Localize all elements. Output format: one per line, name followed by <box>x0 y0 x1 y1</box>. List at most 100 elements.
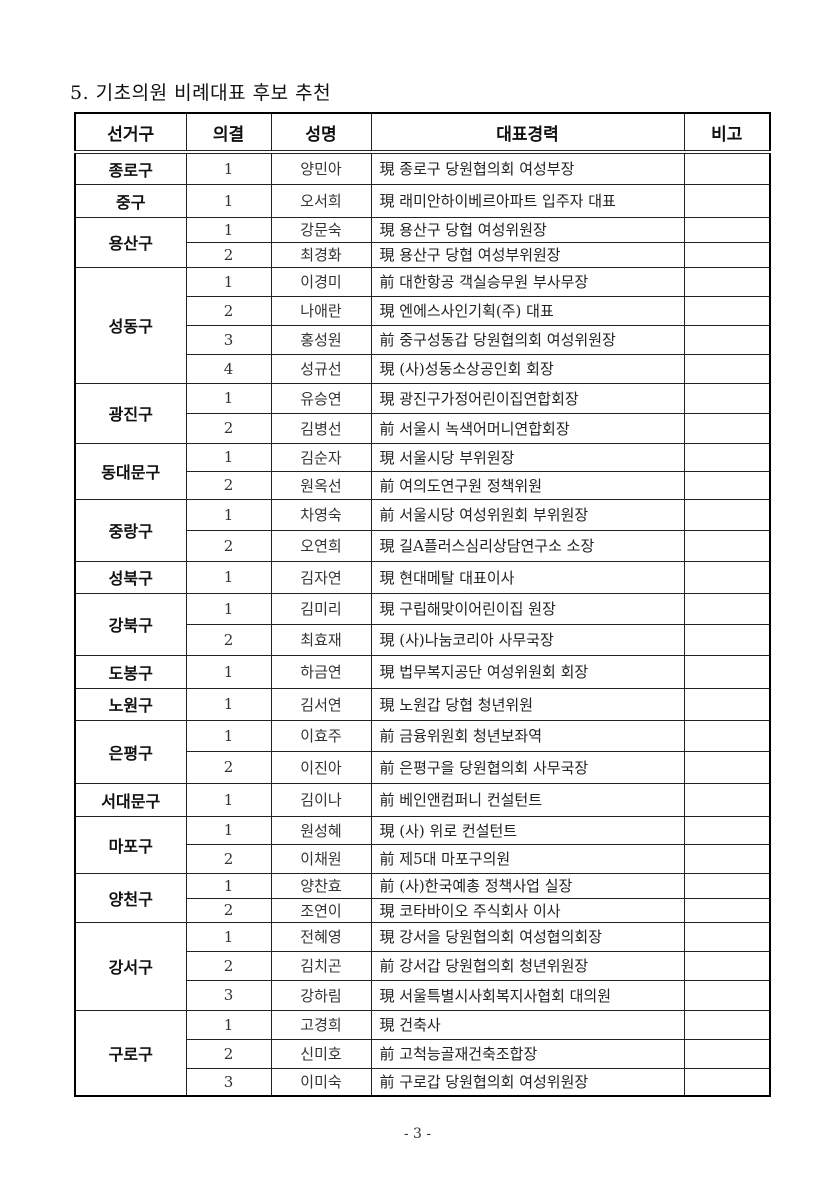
order-cell: 4 <box>185 353 272 384</box>
header-order: 의결 <box>185 112 272 154</box>
order-cell: 1 <box>185 442 272 472</box>
order-cell: 2 <box>185 470 272 500</box>
career-cell: 現 현대메탈 대표이사 <box>370 560 685 594</box>
name-cell: 오서희 <box>270 183 372 218</box>
name-cell: 이진아 <box>270 750 372 784</box>
note-cell <box>683 592 771 625</box>
district-cell: 용산구 <box>74 216 187 268</box>
table-row: 동대문구 1 김순자 現 서울시당 부위원장 <box>74 442 771 500</box>
name-cell: 강문숙 <box>270 216 372 243</box>
career-cell: 前 대한항공 객실승무원 부사무장 <box>370 266 685 297</box>
note-cell <box>683 470 771 500</box>
district-cell: 중구 <box>74 183 187 218</box>
district-cell: 마포구 <box>74 815 187 874</box>
name-cell: 최경화 <box>270 241 372 268</box>
order-cell: 1 <box>185 498 272 531</box>
note-cell <box>683 412 771 444</box>
note-cell <box>683 1038 771 1069</box>
note-cell <box>683 498 771 531</box>
table-row: 광진구 1 유승연 現 광진구가정어린이집연합회장 <box>74 382 771 444</box>
district-cell: 강북구 <box>74 592 187 656</box>
table-row: 3 이미숙 前 구로갑 당원협의회 여성위원장 <box>75 1067 771 1097</box>
table-header-row: 선거구 의결 성명 대표경력 비고 <box>74 112 771 154</box>
note-cell <box>683 921 771 952</box>
order-cell: 2 <box>185 750 272 784</box>
district-cell: 종로구 <box>74 151 187 185</box>
table-row: 2 김치곤 前 강서갑 당원협의회 청년위원장 <box>75 950 771 981</box>
order-cell: 2 <box>185 623 272 656</box>
header-name: 성명 <box>270 112 372 154</box>
district-cell: 광진구 <box>74 382 187 444</box>
career-cell: 前 은평구을 당원협의회 사무국장 <box>370 750 685 784</box>
career-cell: 現 노원갑 당협 청년위원 <box>370 687 685 721</box>
order-cell: 1 <box>185 921 272 952</box>
table-row: 중구 1 오서희 現 래미안하이베르아파트 입주자 대표 <box>74 183 771 218</box>
table-row: 노원구 1 김서연 現 노원갑 당협 청년위원 <box>74 687 771 721</box>
order-cell: 2 <box>185 295 272 326</box>
career-cell: 現 용산구 당협 여성위원장 <box>370 216 685 243</box>
table-row: 중랑구 1 차영숙 前 서울시당 여성위원회 부위원장 <box>74 498 771 562</box>
order-cell: 2 <box>185 529 272 562</box>
table-row: 2 이채원 前 제5대 마포구의원 <box>75 843 771 874</box>
order-cell: 1 <box>185 151 272 185</box>
header-career: 대표경력 <box>370 112 685 154</box>
order-cell: 1 <box>185 266 272 297</box>
career-cell: 前 강서갑 당원협의회 청년위원장 <box>370 950 685 981</box>
table-row: 2 조연이 現 코타바이오 주식회사 이사 <box>75 897 771 923</box>
note-cell <box>683 324 771 355</box>
career-cell: 現 건축사 <box>370 1009 685 1040</box>
career-cell: 前 금융위원회 청년보좌역 <box>370 719 685 752</box>
district-cell: 양천구 <box>74 872 187 923</box>
order-cell: 3 <box>185 979 272 1011</box>
order-cell: 1 <box>185 719 272 752</box>
name-cell: 이경미 <box>270 266 372 297</box>
order-cell: 2 <box>185 241 272 268</box>
district-cell: 동대문구 <box>74 442 187 500</box>
note-cell <box>683 654 771 689</box>
table-row: 도봉구 1 하금연 現 법무복지공단 여성위원회 회장 <box>74 654 771 689</box>
career-cell: 前 (사)한국예총 정책사업 실장 <box>370 872 685 899</box>
note-cell <box>683 266 771 297</box>
name-cell: 원성혜 <box>270 815 372 845</box>
note-cell <box>683 750 771 784</box>
note-cell <box>683 442 771 472</box>
table-row: 용산구 1 강문숙 現 용산구 당협 여성위원장 <box>74 216 771 268</box>
order-cell: 3 <box>185 1067 272 1097</box>
career-cell: 現 서울시당 부위원장 <box>370 442 685 472</box>
name-cell: 이미숙 <box>270 1067 372 1097</box>
name-cell: 김미리 <box>270 592 372 625</box>
name-cell: 김순자 <box>270 442 372 472</box>
order-cell: 1 <box>185 560 272 594</box>
name-cell: 차영숙 <box>270 498 372 531</box>
name-cell: 오연희 <box>270 529 372 562</box>
note-cell <box>683 950 771 981</box>
order-cell: 1 <box>185 687 272 721</box>
name-cell: 조연이 <box>270 897 372 923</box>
note-cell <box>683 815 771 845</box>
note-cell <box>683 529 771 562</box>
table-row: 2 김병선 前 서울시 녹색어머니연합회장 <box>75 412 771 444</box>
name-cell: 김자연 <box>270 560 372 594</box>
page-number: - 3 - <box>403 1126 432 1142</box>
career-cell: 現 광진구가정어린이집연합회장 <box>370 382 685 414</box>
name-cell: 이채원 <box>270 843 372 874</box>
note-cell <box>683 897 771 923</box>
table-row: 은평구 1 이효주 前 금융위원회 청년보좌역 <box>74 719 771 784</box>
career-cell: 現 래미안하이베르아파트 입주자 대표 <box>370 183 685 218</box>
note-cell <box>683 719 771 752</box>
note-cell <box>683 353 771 384</box>
career-cell: 前 고척능골재건축조합장 <box>370 1038 685 1069</box>
career-cell: 前 서울시 녹색어머니연합회장 <box>370 412 685 444</box>
order-cell: 3 <box>185 324 272 355</box>
table-row: 마포구 1 원성혜 現 (사) 위로 컨설턴트 <box>74 815 771 874</box>
order-cell: 1 <box>185 183 272 218</box>
career-cell: 前 여의도연구원 정책위원 <box>370 470 685 500</box>
table-row: 3 강하림 現 서울특별시사회복지사협회 대의원 <box>75 979 771 1011</box>
career-cell: 現 코타바이오 주식회사 이사 <box>370 897 685 923</box>
district-cell: 은평구 <box>74 719 187 784</box>
note-cell <box>683 382 771 414</box>
name-cell: 양민아 <box>270 151 372 185</box>
header-note: 비고 <box>683 112 771 154</box>
name-cell: 김병선 <box>270 412 372 444</box>
name-cell: 김치곤 <box>270 950 372 981</box>
